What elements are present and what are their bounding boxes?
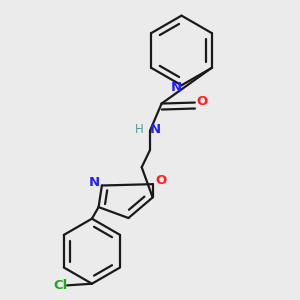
Text: O: O: [196, 95, 208, 108]
Text: N: N: [150, 123, 161, 136]
Text: Cl: Cl: [53, 279, 68, 292]
Text: N: N: [171, 82, 182, 94]
Text: O: O: [155, 174, 167, 187]
Text: N: N: [89, 176, 100, 189]
Text: H: H: [135, 123, 144, 136]
